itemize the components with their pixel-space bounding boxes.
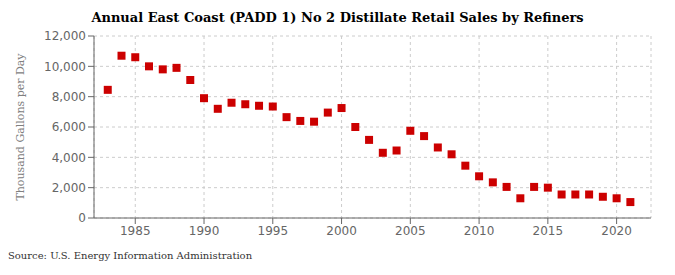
svg-text:2000: 2000: [326, 224, 357, 238]
svg-text:8,000: 8,000: [52, 90, 86, 104]
svg-text:2005: 2005: [395, 224, 426, 238]
svg-text:6,000: 6,000: [52, 120, 86, 134]
svg-text:2,000: 2,000: [52, 181, 86, 195]
svg-text:1995: 1995: [258, 224, 289, 238]
svg-text:2020: 2020: [601, 224, 632, 238]
svg-text:1990: 1990: [189, 224, 220, 238]
svg-text:0: 0: [78, 211, 86, 225]
html-text:Annual East Coast (PADD 1) No: Annual East Coast (PADD 1) No 2 Distilla…: [91, 10, 584, 25]
svg-text:4,000: 4,000: [52, 151, 86, 165]
svg-text:12,000: 12,000: [44, 29, 86, 43]
svg-text:2010: 2010: [464, 224, 495, 238]
html-text:Source: U.S. Energy Informatio: Source: U.S. Energy Information Administ…: [8, 250, 253, 261]
svg-text:1985: 1985: [120, 224, 151, 238]
svg-text:10,000: 10,000: [44, 60, 86, 74]
svg-text:2015: 2015: [533, 224, 564, 238]
svg-text:Thousand Gallons per Day: Thousand Gallons per Day: [14, 53, 27, 201]
